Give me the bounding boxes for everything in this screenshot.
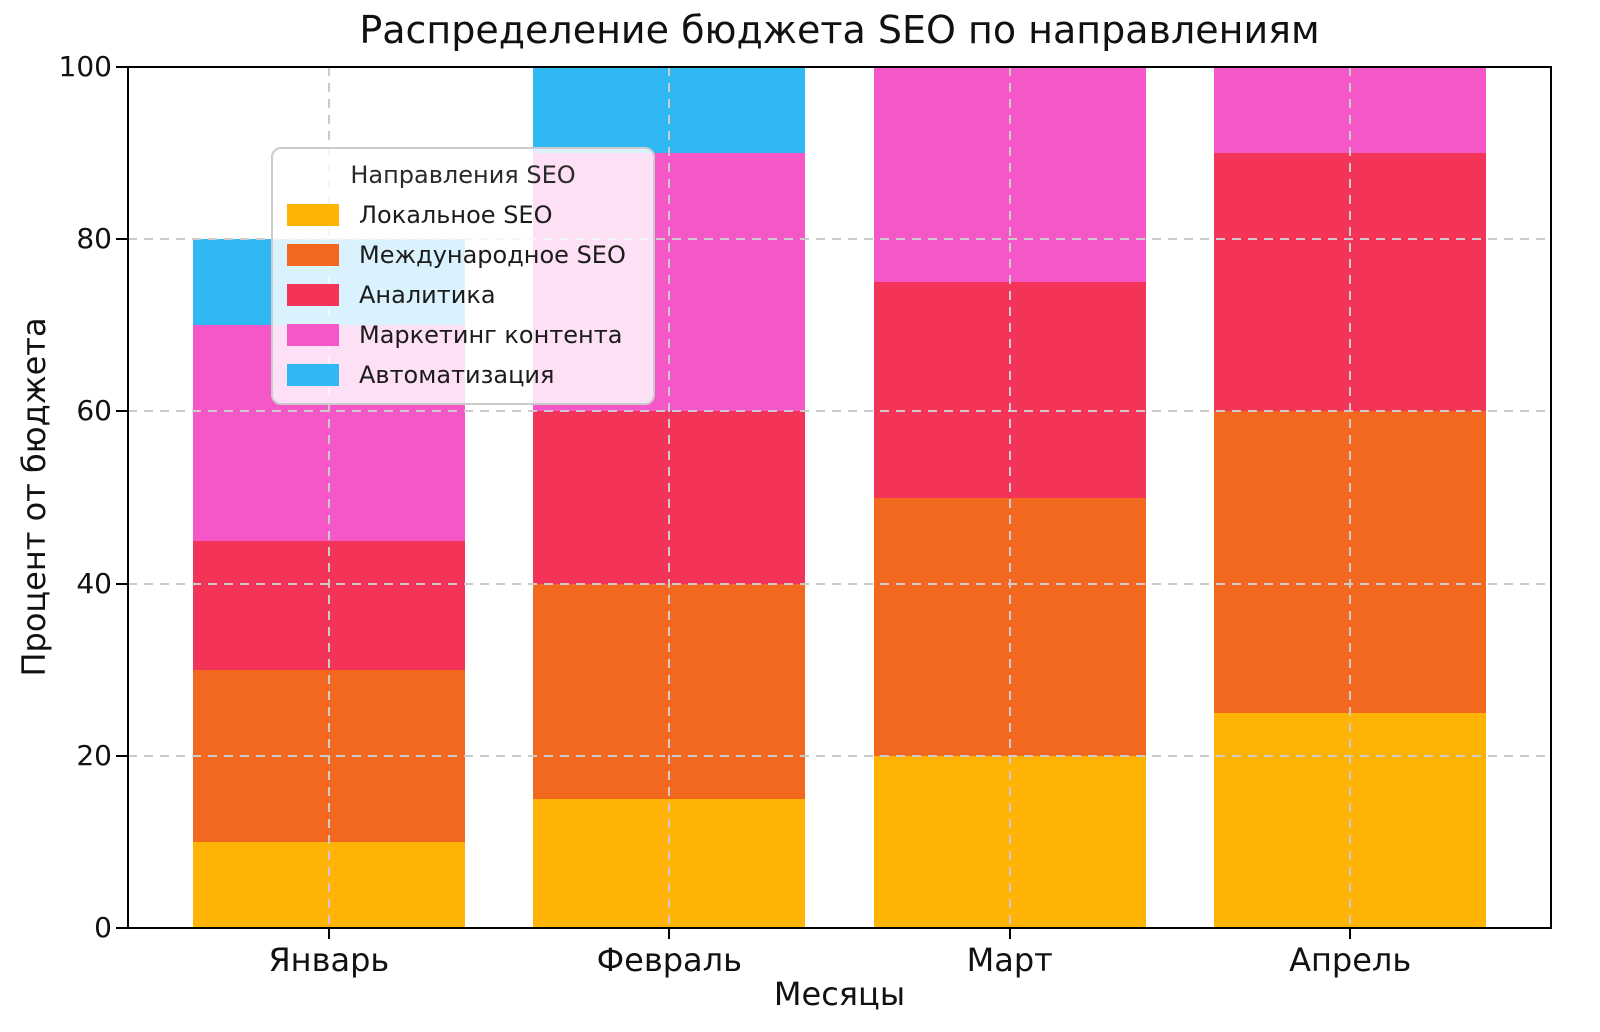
bar-segment xyxy=(873,282,1146,498)
x-tick xyxy=(327,928,330,939)
legend-item-label: Локальное SEO xyxy=(359,201,553,229)
bar-segment xyxy=(1213,712,1487,928)
chart-title: Распределение бюджета SEO по направления… xyxy=(359,8,1320,52)
right-spine xyxy=(1550,66,1552,929)
y-tick xyxy=(116,410,127,413)
legend-items: Локальное SEO Международное SEO Аналитика М… xyxy=(273,195,653,395)
x-tick-label: Апрель xyxy=(1289,941,1412,979)
bar-segment xyxy=(533,411,806,584)
legend-item-label: Международное SEO xyxy=(359,241,626,269)
y-tick xyxy=(116,582,127,585)
bar-column-4 xyxy=(1213,67,1487,928)
x-tick xyxy=(1349,928,1352,939)
bar-segment xyxy=(1213,411,1487,713)
y-tick-label: 20 xyxy=(76,738,112,772)
bar-segment xyxy=(1213,153,1487,412)
legend-item-label: Аналитика xyxy=(359,281,496,309)
y-tick-label: 60 xyxy=(76,394,112,428)
legend-item: Локальное SEO xyxy=(273,195,653,235)
x-tick xyxy=(1008,928,1011,939)
x-axis-label: Месяцы xyxy=(773,975,906,1013)
legend-item: Международное SEO xyxy=(273,235,653,275)
bar-segment xyxy=(533,583,806,799)
bar-segment xyxy=(1213,67,1487,154)
y-tick-label: 80 xyxy=(76,222,112,256)
bar-segment xyxy=(873,67,1146,283)
x-axis-spine xyxy=(127,927,1552,929)
x-tick-label: Февраль xyxy=(596,941,742,979)
x-tick xyxy=(668,928,671,939)
legend-swatch xyxy=(287,364,339,386)
y-tick xyxy=(116,927,127,929)
x-tick-label: Январь xyxy=(268,941,390,979)
bar-segment xyxy=(192,669,466,842)
legend: Направления SEO Локальное SEO Международн… xyxy=(271,147,655,405)
bar-column-3 xyxy=(873,67,1146,928)
y-tick xyxy=(116,238,127,241)
y-tick-label: 100 xyxy=(58,50,112,83)
y-tick-label: 0 xyxy=(94,911,112,944)
x-tick-label: Март xyxy=(966,941,1053,979)
legend-item: Автоматизация xyxy=(273,355,653,395)
legend-item-label: Маркетинг контента xyxy=(359,321,623,349)
top-spine xyxy=(127,66,1552,68)
y-axis-label-text: Процент от бюджета xyxy=(15,317,53,677)
bar-segment xyxy=(533,798,806,928)
bar-segment xyxy=(533,67,806,154)
bar-segment xyxy=(873,755,1146,928)
y-axis-spine xyxy=(127,66,129,929)
legend-swatch xyxy=(287,284,339,306)
legend-title: Направления SEO xyxy=(350,161,576,189)
y-tick xyxy=(116,66,127,68)
legend-swatch xyxy=(287,204,339,226)
legend-swatch xyxy=(287,244,339,266)
y-tick xyxy=(116,754,127,757)
y-tick-label: 40 xyxy=(76,566,112,600)
legend-item-label: Автоматизация xyxy=(359,361,555,389)
bar-segment xyxy=(192,540,466,670)
legend-item: Аналитика xyxy=(273,275,653,315)
bar-segment xyxy=(873,497,1146,756)
legend-item: Маркетинг контента xyxy=(273,315,653,355)
bar-segment xyxy=(192,841,466,928)
plot-area: Направления SEO Локальное SEO Международн… xyxy=(59,50,1552,978)
legend-swatch xyxy=(287,324,339,346)
